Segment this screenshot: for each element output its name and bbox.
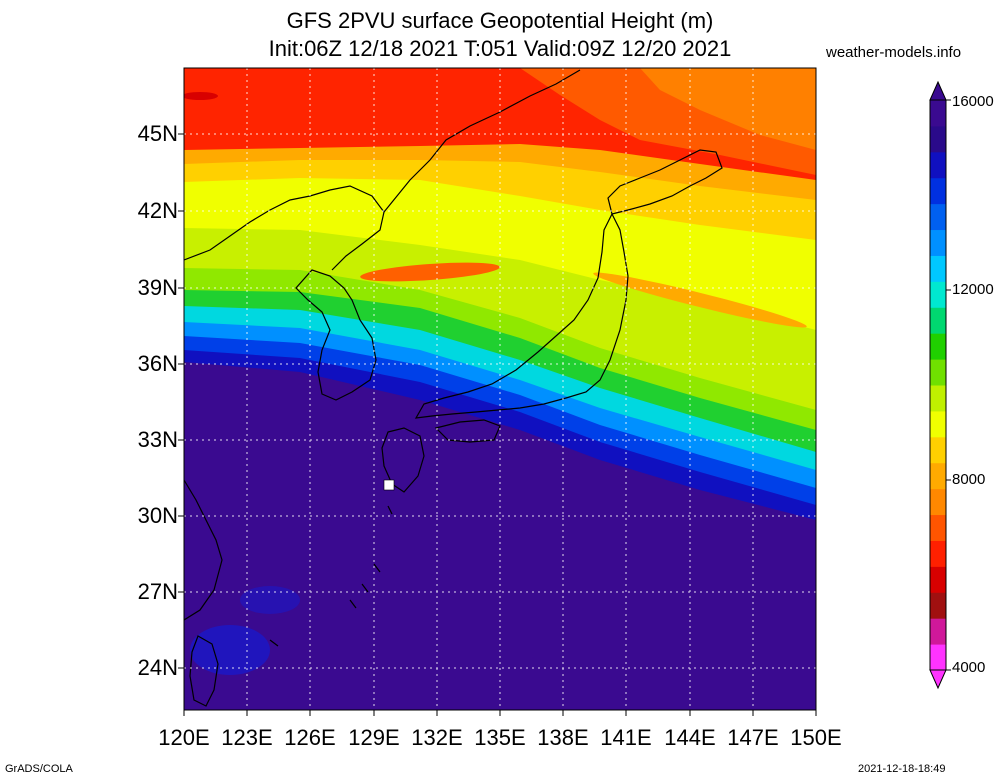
colorbar-swatch bbox=[930, 462, 946, 490]
colorbar-min-arrow bbox=[929, 669, 947, 690]
colorbar-swatch bbox=[930, 410, 946, 438]
lon-label-141E: 141E bbox=[600, 725, 652, 750]
colorbar-swatch bbox=[930, 359, 946, 386]
colorbar-label-4000: 4000 bbox=[952, 659, 986, 676]
site-label: weather-models.info bbox=[826, 44, 962, 61]
coast-ryukyu bbox=[269, 505, 393, 647]
colorbar-swatch bbox=[930, 618, 946, 645]
band-blue bbox=[184, 318, 816, 505]
footer-software: GrADS/COLA bbox=[5, 763, 73, 775]
colorbar-swatch bbox=[930, 566, 946, 593]
colorbar-swatch bbox=[930, 514, 946, 541]
lat-label-27N: 27N bbox=[137, 579, 178, 604]
lat-label-45N: 45N bbox=[137, 121, 178, 146]
lon-label-144E: 144E bbox=[664, 725, 716, 750]
orange-streak bbox=[593, 272, 807, 328]
colorbar-label-16000: 16000 bbox=[952, 93, 994, 110]
coast-shikoku bbox=[434, 419, 501, 443]
colorbar-swatch bbox=[930, 100, 946, 127]
colorbar-label-8000: 8000 bbox=[952, 471, 986, 488]
colorbar-swatch bbox=[930, 125, 946, 153]
colorbar-swatch bbox=[930, 307, 946, 334]
colorbar-swatch bbox=[930, 436, 946, 464]
red-patch-sea bbox=[360, 262, 500, 282]
coast-taiwan bbox=[189, 635, 219, 707]
band-green bbox=[184, 270, 816, 452]
colorbar-swatch bbox=[930, 592, 946, 619]
location-marker bbox=[383, 479, 395, 491]
colorbar-swatch bbox=[930, 385, 946, 412]
colorbar-swatch bbox=[930, 255, 946, 282]
colorbar-swatch bbox=[930, 229, 946, 256]
lon-label-150E: 150E bbox=[790, 725, 842, 750]
lat-label-42N: 42N bbox=[137, 198, 178, 223]
lon-label-123E: 123E bbox=[221, 725, 273, 750]
coast-korea bbox=[295, 269, 377, 401]
lat-label-30N: 30N bbox=[137, 503, 178, 528]
band-lightblue bbox=[184, 305, 816, 488]
lon-label-132E: 132E bbox=[411, 725, 463, 750]
coast-china-south bbox=[184, 479, 223, 621]
chart-title: GFS 2PVU surface Geopotential Height (m) bbox=[286, 8, 714, 33]
lon-label-129E: 129E bbox=[348, 725, 400, 750]
graticule bbox=[184, 68, 816, 710]
axis-ticks bbox=[178, 133, 817, 716]
blue-speckle-sw2 bbox=[240, 586, 300, 614]
coast-hokkaido bbox=[607, 149, 723, 215]
footer-timestamp: 2021-12-18-18:49 bbox=[858, 763, 946, 775]
colorbar-swatch bbox=[930, 281, 946, 308]
lat-label-36N: 36N bbox=[137, 351, 178, 376]
chart-subtitle: Init:06Z 12/18 2021 T:051 Valid:09Z 12/2… bbox=[268, 36, 732, 61]
lat-label-24N: 24N bbox=[137, 655, 178, 680]
colorbar bbox=[929, 80, 951, 690]
coastlines bbox=[184, 69, 723, 707]
band-blue-deep bbox=[184, 330, 816, 520]
dark-patch-nw bbox=[184, 92, 218, 100]
lon-label-126E: 126E bbox=[284, 725, 336, 750]
colorbar-swatch bbox=[930, 488, 946, 516]
colorbar-frame bbox=[929, 99, 947, 671]
lat-label-33N: 33N bbox=[137, 427, 178, 452]
lon-label-135E: 135E bbox=[474, 725, 526, 750]
lon-label-147E: 147E bbox=[727, 725, 779, 750]
colorbar-swatch bbox=[930, 177, 946, 205]
colorbar-swatch bbox=[930, 644, 946, 671]
colorbar-max-arrow bbox=[929, 80, 947, 101]
coast-mainland-north bbox=[184, 185, 385, 271]
colorbar-swatch bbox=[930, 151, 946, 179]
blue-speckle-sw bbox=[190, 625, 270, 675]
colorbar-swatch bbox=[930, 333, 946, 360]
colorbar-swatch bbox=[930, 540, 946, 567]
colorbar-label-12000: 12000 bbox=[952, 281, 994, 298]
coast-honshu bbox=[414, 212, 629, 419]
lon-label-138E: 138E bbox=[537, 725, 589, 750]
coast-kyushu bbox=[381, 427, 425, 493]
band-orange-ne bbox=[640, 68, 816, 150]
lon-label-120E: 120E bbox=[158, 725, 210, 750]
lat-label-39N: 39N bbox=[137, 275, 178, 300]
coast-russia-east bbox=[383, 69, 581, 213]
colorbar-swatch bbox=[930, 203, 946, 231]
